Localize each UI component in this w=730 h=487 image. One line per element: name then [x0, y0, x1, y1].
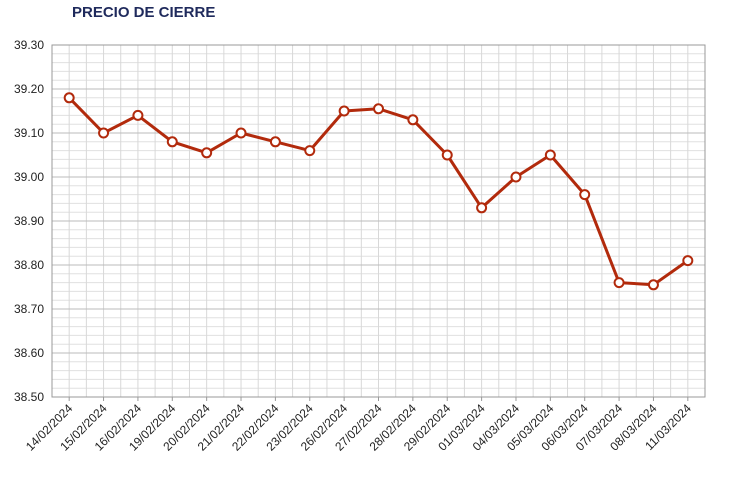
point — [544, 149, 556, 161]
point — [338, 105, 350, 117]
point — [682, 255, 694, 267]
point — [407, 114, 419, 126]
y-tick-label: 38.80 — [14, 258, 44, 272]
point — [304, 145, 316, 157]
y-tick-label: 38.70 — [14, 302, 44, 316]
point — [476, 202, 488, 214]
y-tick-label: 39.30 — [14, 38, 44, 52]
point — [613, 277, 625, 289]
point — [235, 127, 247, 139]
point — [441, 149, 453, 161]
point — [269, 136, 281, 148]
point — [647, 279, 659, 291]
chart-title: PRECIO DE CIERRE — [72, 4, 215, 21]
y-tick-label: 39.00 — [14, 170, 44, 184]
y-tick-label: 38.90 — [14, 214, 44, 228]
point — [373, 103, 384, 115]
point — [132, 109, 144, 121]
point — [63, 92, 75, 104]
point — [166, 136, 178, 148]
point — [98, 127, 110, 139]
y-tick-label: 39.20 — [14, 82, 44, 96]
point — [201, 147, 213, 159]
y-tick-label: 38.50 — [14, 390, 44, 404]
y-tick-label: 38.60 — [14, 346, 44, 360]
point — [579, 189, 591, 201]
point — [510, 171, 522, 183]
y-tick-label: 39.10 — [14, 126, 44, 140]
